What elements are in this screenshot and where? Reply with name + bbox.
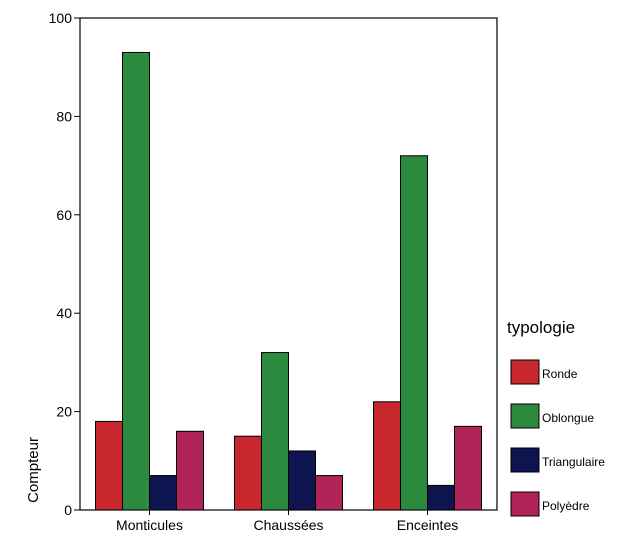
bar-triangulaire-0 [149,475,177,511]
y-tick-label: 20 [56,404,72,420]
y-tick-label: 100 [49,10,73,26]
legend-title: typologie [507,318,575,337]
legend-swatch-oblongue [510,403,540,429]
legend-swatch-ronde [510,359,540,385]
x-tick-label: Enceintes [397,517,458,533]
legend-swatch-polyèdre [510,491,540,517]
legend-label: Oblongue [542,411,594,425]
bar-oblongue-2 [400,155,428,511]
bar-ronde-2 [373,401,401,511]
y-tick-label: 80 [56,108,72,124]
legend-label: Triangulaire [542,455,605,469]
y-tick-label: 60 [56,207,72,223]
bar-polyèdre-1 [315,475,343,511]
legend: typologie Ronde Oblongue Triangulaire Polyè… [507,318,605,517]
bar-triangulaire-1 [288,450,316,511]
bar-oblongue-0 [122,51,150,511]
bar-polyèdre-2 [454,425,482,511]
x-tick-label: Monticules [116,517,183,533]
legend-label: Polyèdre [542,499,590,513]
y-tick-label: 40 [56,305,72,321]
bars-group [95,51,482,511]
x-tick-label: Chaussées [253,517,323,533]
bar-polyèdre-0 [176,430,204,511]
y-tick-label: 0 [64,502,72,518]
legend-swatch-triangulaire [510,447,540,473]
legend-label: Ronde [542,367,578,381]
y-axis-label: Compteur [25,437,42,503]
y-axis: 0 20 40 60 80 100 [49,10,80,518]
bar-triangulaire-2 [427,484,455,511]
bar-oblongue-1 [261,352,289,511]
bar-ronde-0 [95,420,123,511]
bar-ronde-1 [234,435,262,511]
x-axis: Monticules Chaussées Enceintes [116,510,458,533]
